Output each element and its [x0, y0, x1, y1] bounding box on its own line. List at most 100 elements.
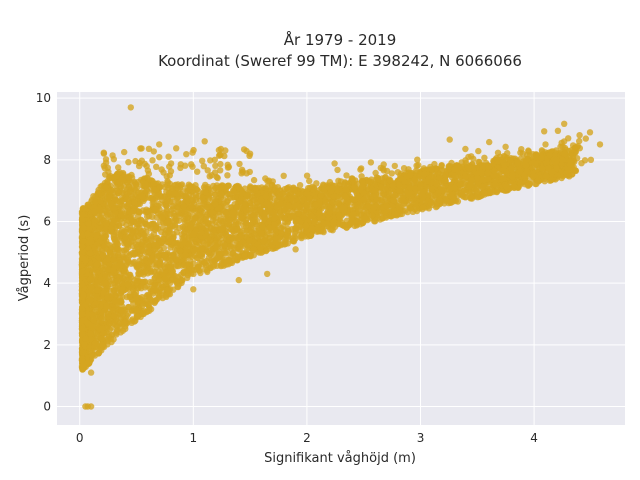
data-point	[149, 213, 156, 221]
data-point	[187, 224, 195, 231]
data-point	[134, 212, 142, 219]
data-point	[138, 217, 145, 224]
data-point	[395, 203, 402, 210]
data-point	[436, 196, 443, 204]
data-point	[145, 208, 153, 215]
data-point	[103, 226, 110, 233]
data-point	[132, 289, 140, 296]
data-point	[334, 200, 342, 207]
data-point	[161, 275, 169, 282]
data-point	[289, 212, 296, 219]
data-point	[308, 231, 315, 239]
data-point	[176, 213, 183, 220]
data-point	[226, 217, 233, 224]
data-point	[191, 215, 198, 223]
data-point	[139, 234, 147, 242]
data-point	[330, 192, 337, 200]
data-point	[176, 224, 183, 232]
data-point	[154, 258, 162, 265]
data-point	[123, 249, 130, 257]
data-point	[357, 221, 364, 228]
data-point	[271, 195, 278, 203]
data-point	[406, 184, 414, 192]
data-point	[502, 183, 510, 190]
data-point	[131, 250, 138, 258]
data-point	[110, 205, 117, 212]
data-point	[142, 183, 149, 190]
data-point	[79, 216, 86, 223]
data-point	[442, 171, 449, 178]
data-point	[138, 246, 145, 254]
data-point	[93, 344, 100, 351]
data-point	[307, 211, 315, 219]
data-point	[118, 307, 125, 315]
data-point	[172, 181, 179, 188]
data-point	[250, 246, 257, 253]
data-point	[134, 232, 142, 239]
data-point	[157, 263, 164, 270]
data-point	[92, 198, 100, 206]
data-point	[246, 227, 253, 235]
chart-title: År 1979 - 2019	[284, 30, 397, 49]
data-point	[272, 238, 279, 246]
data-point	[113, 178, 120, 186]
data-point	[222, 250, 229, 257]
data-point	[338, 204, 346, 211]
data-point	[251, 207, 258, 214]
data-point	[441, 177, 449, 184]
data-point	[138, 254, 146, 261]
data-point	[127, 188, 134, 196]
data-point	[178, 277, 186, 284]
data-point	[142, 268, 149, 275]
data-point	[94, 287, 101, 294]
data-point	[462, 173, 469, 180]
data-point	[243, 219, 250, 227]
data-point	[197, 269, 204, 277]
data-point	[297, 231, 305, 238]
data-point	[84, 310, 91, 318]
data-point	[462, 189, 470, 196]
data-point	[236, 241, 243, 248]
data-point	[175, 262, 182, 270]
data-point	[167, 244, 174, 251]
data-point	[128, 216, 135, 223]
data-point	[128, 319, 135, 326]
data-point	[94, 279, 101, 287]
data-point	[186, 182, 194, 190]
data-point	[539, 164, 546, 172]
data-point	[126, 271, 134, 278]
data-point	[552, 147, 560, 154]
data-point	[241, 185, 249, 192]
data-point	[328, 225, 335, 233]
data-point	[148, 254, 156, 262]
data-point	[370, 204, 378, 211]
data-point	[221, 241, 228, 249]
data-point	[106, 242, 114, 249]
data-point	[85, 221, 93, 228]
data-point	[124, 281, 131, 288]
data-point	[180, 203, 187, 210]
data-point	[194, 203, 202, 210]
data-point	[126, 183, 133, 190]
data-point	[285, 233, 292, 240]
data-point	[388, 202, 396, 209]
data-point	[161, 183, 169, 191]
data-point	[361, 215, 369, 222]
data-point	[118, 177, 125, 185]
data-point	[103, 184, 110, 191]
data-point	[123, 240, 130, 247]
data-point	[98, 234, 105, 241]
data-point	[153, 235, 160, 242]
data-point	[198, 224, 206, 231]
data-point	[547, 177, 555, 184]
data-point	[100, 289, 107, 297]
data-point	[105, 255, 112, 263]
data-point	[236, 184, 243, 192]
data-point	[182, 192, 189, 199]
data-point	[202, 216, 210, 223]
data-point	[178, 271, 185, 278]
data-point	[91, 217, 99, 224]
data-point	[190, 231, 197, 238]
data-point	[399, 197, 406, 204]
data-point	[184, 187, 191, 195]
